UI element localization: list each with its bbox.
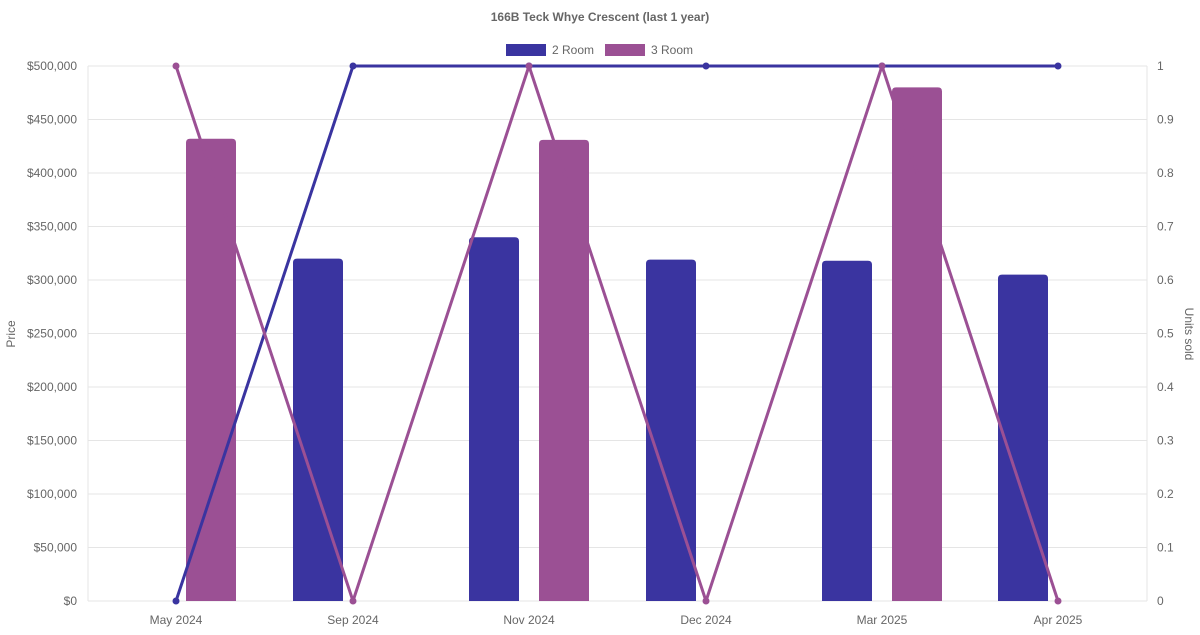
point-3-room <box>878 62 886 70</box>
y-left-tick-label: $300,000 <box>27 273 77 287</box>
y-right-tick-label: 0.4 <box>1157 380 1174 394</box>
point-2-room <box>702 62 710 70</box>
legend-swatch-2-room <box>506 44 546 56</box>
x-tick-label: Sep 2024 <box>327 613 379 627</box>
chart-title: 166B Teck Whye Crescent (last 1 year) <box>491 10 710 24</box>
bar-2-room <box>469 237 519 601</box>
bar-3-room <box>539 139 589 601</box>
line-3-room <box>174 64 1060 603</box>
y-left-tick-label: $450,000 <box>27 113 77 127</box>
x-tick-label: Apr 2025 <box>1034 613 1083 627</box>
x-tick-label: Mar 2025 <box>857 613 908 627</box>
bar-2-room <box>646 259 696 601</box>
y-right-tick-label: 0 <box>1157 594 1164 608</box>
y-left-tick-label: $150,000 <box>27 434 77 448</box>
bar-2-room <box>998 274 1048 601</box>
bars-layer <box>186 87 1048 601</box>
bar-2-room <box>293 258 343 601</box>
legend-label-2-room: 2 Room <box>552 43 594 57</box>
y-left-tick-label: $250,000 <box>27 327 77 341</box>
x-tick-label: Nov 2024 <box>503 613 555 627</box>
y-right-axis-title: Units sold <box>1182 308 1196 361</box>
point-2-room <box>1054 62 1062 70</box>
y-left-tick-label: $100,000 <box>27 487 77 501</box>
point-3-room <box>1054 597 1062 605</box>
y-right-tick-label: 0.7 <box>1157 220 1174 234</box>
y-right-tick-label: 0.3 <box>1157 434 1174 448</box>
point-2-room <box>349 62 357 70</box>
line-2-room <box>174 64 1058 602</box>
point-3-room <box>172 62 180 70</box>
y-right-tick-label: 0.5 <box>1157 327 1174 341</box>
y-right-tick-label: 0.2 <box>1157 487 1174 501</box>
y-right-tick-label: 1 <box>1157 59 1164 73</box>
bar-3-room <box>892 87 942 601</box>
y-left-tick-label: $200,000 <box>27 380 77 394</box>
legend-label-3-room: 3 Room <box>651 43 693 57</box>
y-right-tick-label: 0.8 <box>1157 166 1174 180</box>
y-left-tick-label: $350,000 <box>27 220 77 234</box>
y-right-tick-label: 0.6 <box>1157 273 1174 287</box>
point-3-room <box>525 62 533 70</box>
y-right-tick-label: 0.9 <box>1157 113 1174 127</box>
bar-2-room <box>822 260 872 601</box>
y-left-axis-title: Price <box>4 320 18 348</box>
y-left-tick-label: $400,000 <box>27 166 77 180</box>
point-2-room <box>172 597 180 605</box>
y-right-tick-label: 0.1 <box>1157 541 1174 555</box>
point-3-room <box>702 597 710 605</box>
y-left-tick-label: $50,000 <box>34 541 78 555</box>
legend: 2 Room 3 Room <box>506 43 693 57</box>
bar-3-room <box>186 138 236 601</box>
lines-layer <box>172 62 1062 605</box>
x-tick-label: May 2024 <box>150 613 203 627</box>
legend-swatch-3-room <box>605 44 645 56</box>
y-left-tick-label: $500,000 <box>27 59 77 73</box>
point-3-room <box>349 597 357 605</box>
x-tick-label: Dec 2024 <box>680 613 732 627</box>
ticks-layer: $0 0 $50,000 0.1 $100,000 0.2 $150,000 0.3 $200,… <box>27 59 1174 627</box>
y-left-tick-label: $0 <box>64 594 78 608</box>
